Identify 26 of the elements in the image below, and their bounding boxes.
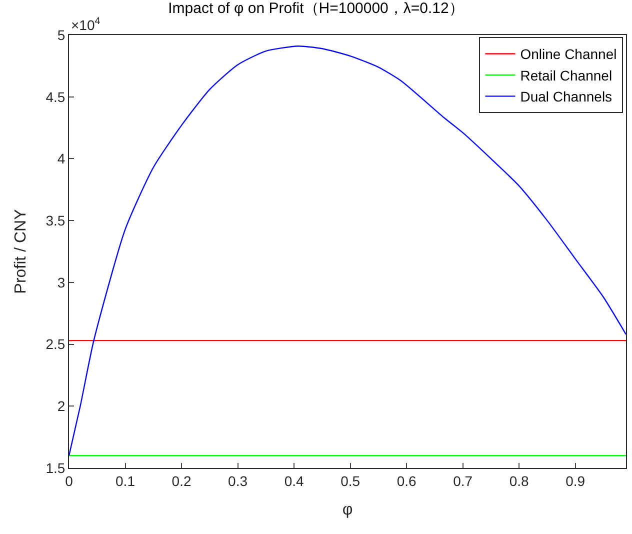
y-axis-title: Profit / CNY (12, 208, 30, 294)
legend-label: Retail Channel (520, 67, 612, 84)
x-axis-title: φ (342, 502, 353, 518)
x-tick-label: 0.2 (172, 472, 192, 489)
y-tick-label: 4.5 (46, 88, 66, 105)
x-tick-label: 0 (65, 472, 74, 489)
chart-title: Impact of φ on Profit（H=100000，λ=0.12） (168, 0, 464, 18)
y-tick-label: 3.5 (46, 212, 66, 228)
legend-label: Dual Channels (520, 88, 612, 105)
legend-label: Online Channel (520, 46, 617, 62)
x-tick-label: 0.3 (228, 472, 248, 489)
y-tick-label: 4 (57, 150, 66, 167)
y-tick-label: 3 (57, 274, 66, 290)
x-tick-label: 0.7 (453, 472, 473, 489)
x-tick-label: 0.9 (566, 472, 586, 489)
x-tick-label: 0.4 (284, 472, 304, 489)
y-tick-label: 2.5 (46, 336, 66, 352)
y-tick-label: 1.5 (46, 460, 66, 476)
x-tick-label: 0.5 (340, 472, 360, 489)
line-series (69, 46, 626, 456)
y-tick-label: 2 (57, 398, 66, 414)
x-tick-label: 0.6 (396, 472, 417, 489)
x-tick-label: 0.1 (116, 472, 136, 489)
text: ×10$^{4}$ (71, 16, 101, 33)
y-tick-label: 5 (57, 26, 66, 43)
x-tick-label: 0.8 (509, 472, 530, 489)
